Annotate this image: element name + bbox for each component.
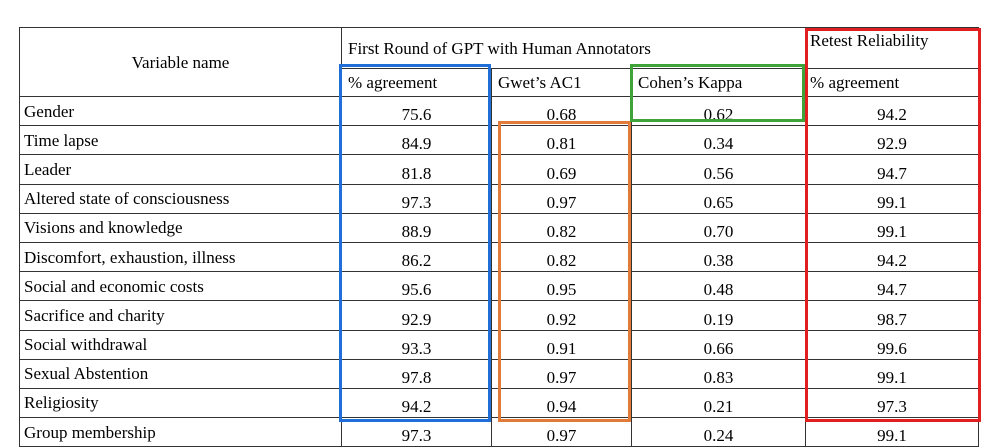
header-gwet-ac1: Gwet’s AC1: [491, 68, 632, 97]
header-retest-pct-agreement: % agreement: [805, 68, 980, 97]
row-variable-name: Discomfort, exhaustion, illness: [19, 241, 342, 273]
row-gwet-ac1: 0.97: [491, 183, 632, 214]
row-pct-agreement: 84.9: [341, 125, 492, 156]
header-first-round: First Round of GPT with Human Annotators: [340, 27, 807, 69]
row-cohens-kappa: 0.56: [630, 154, 807, 185]
row-pct-agreement: 97.3: [341, 183, 492, 214]
row-cohens-kappa: 0.34: [630, 125, 807, 156]
header-retest-reliability: Retest Reliability: [805, 27, 980, 69]
row-pct-agreement: 81.8: [341, 154, 492, 185]
table-row: Group membership 97.3 0.97 0.24 99.1: [19, 417, 980, 447]
row-pct-agreement: 97.8: [341, 358, 492, 389]
row-retest-pct-agreement: 99.1: [805, 183, 980, 214]
row-variable-name: Social withdrawal: [19, 329, 342, 360]
row-variable-name: Group membership: [19, 417, 342, 447]
table-body: Gender 75.6 0.68 0.62 94.2 Time lapse 84.9 0.81…: [19, 95, 980, 447]
row-pct-agreement: 94.2: [341, 387, 492, 419]
row-pct-agreement: 93.3: [341, 329, 492, 360]
row-cohens-kappa: 0.70: [630, 212, 807, 243]
header-row-top: Variable name First Round of GPT with Hu…: [19, 27, 980, 97]
table-row: Social withdrawal 93.3 0.91 0.66 99.6: [19, 329, 980, 360]
table-row: Social and economic costs 95.6 0.95 0.48 94.…: [19, 271, 980, 302]
row-cohens-kappa: 0.48: [630, 271, 807, 302]
header-pct-agreement: % agreement: [341, 68, 492, 97]
row-gwet-ac1: 0.97: [491, 358, 632, 389]
row-retest-pct-agreement: 94.2: [805, 241, 980, 273]
row-retest-pct-agreement: 99.1: [805, 212, 980, 243]
row-retest-pct-agreement: 94.7: [805, 154, 980, 185]
row-variable-name: Visions and knowledge: [19, 212, 342, 243]
header-variable-name: Variable name: [19, 27, 342, 97]
row-cohens-kappa: 0.24: [630, 417, 807, 447]
row-cohens-kappa: 0.66: [630, 329, 807, 360]
row-variable-name: Social and economic costs: [19, 271, 342, 302]
table-row: Altered state of consciousness 97.3 0.97 0.…: [19, 183, 980, 214]
row-gwet-ac1: 0.92: [491, 300, 632, 331]
table-row: Religiosity 94.2 0.94 0.21 97.3: [19, 387, 980, 419]
row-gwet-ac1: 0.69: [491, 154, 632, 185]
row-cohens-kappa: 0.21: [630, 387, 807, 419]
table-row: Time lapse 84.9 0.81 0.34 92.9: [19, 125, 980, 156]
row-gwet-ac1: 0.97: [491, 417, 632, 447]
row-gwet-ac1: 0.68: [491, 95, 632, 127]
row-gwet-ac1: 0.94: [491, 387, 632, 419]
table-row: Gender 75.6 0.68 0.62 94.2: [19, 95, 980, 127]
row-gwet-ac1: 0.95: [491, 271, 632, 302]
row-pct-agreement: 88.9: [341, 212, 492, 243]
table-row: Visions and knowledge 88.9 0.82 0.70 99.1: [19, 212, 980, 243]
row-cohens-kappa: 0.83: [630, 358, 807, 389]
row-cohens-kappa: 0.62: [630, 95, 807, 127]
row-retest-pct-agreement: 99.1: [805, 417, 980, 447]
agreement-table-container: Variable name First Round of GPT with Hu…: [19, 27, 981, 447]
table-row: Leader 81.8 0.69 0.56 94.7: [19, 154, 980, 185]
row-retest-pct-agreement: 98.7: [805, 300, 980, 331]
row-retest-pct-agreement: 94.7: [805, 271, 980, 302]
row-variable-name: Gender: [19, 95, 342, 127]
row-pct-agreement: 92.9: [341, 300, 492, 331]
table-row: Sexual Abstention 97.8 0.97 0.83 99.1: [19, 358, 980, 389]
row-retest-pct-agreement: 92.9: [805, 125, 980, 156]
row-pct-agreement: 86.2: [341, 241, 492, 273]
row-variable-name: Religiosity: [19, 387, 342, 419]
row-cohens-kappa: 0.38: [630, 241, 807, 273]
row-retest-pct-agreement: 99.1: [805, 358, 980, 389]
row-gwet-ac1: 0.82: [491, 241, 632, 273]
row-retest-pct-agreement: 97.3: [805, 387, 980, 419]
row-retest-pct-agreement: 99.6: [805, 329, 980, 360]
row-pct-agreement: 95.6: [341, 271, 492, 302]
row-pct-agreement: 97.3: [341, 417, 492, 447]
row-variable-name: Sacrifice and charity: [19, 300, 342, 331]
table-row: Sacrifice and charity 92.9 0.92 0.19 98.7: [19, 300, 980, 331]
row-gwet-ac1: 0.91: [491, 329, 632, 360]
row-retest-pct-agreement: 94.2: [805, 95, 980, 127]
row-cohens-kappa: 0.19: [630, 300, 807, 331]
row-gwet-ac1: 0.82: [491, 212, 632, 243]
row-gwet-ac1: 0.81: [491, 125, 632, 156]
row-pct-agreement: 75.6: [341, 95, 492, 127]
table-row: Discomfort, exhaustion, illness 86.2 0.82 0…: [19, 241, 980, 273]
row-variable-name: Leader: [19, 154, 342, 185]
agreement-table: Variable name First Round of GPT with Hu…: [19, 27, 980, 447]
row-cohens-kappa: 0.65: [630, 183, 807, 214]
row-variable-name: Time lapse: [19, 125, 342, 156]
row-variable-name: Altered state of consciousness: [19, 183, 342, 214]
header-cohens-kappa: Cohen’s Kappa: [630, 68, 807, 97]
row-variable-name: Sexual Abstention: [19, 358, 342, 389]
